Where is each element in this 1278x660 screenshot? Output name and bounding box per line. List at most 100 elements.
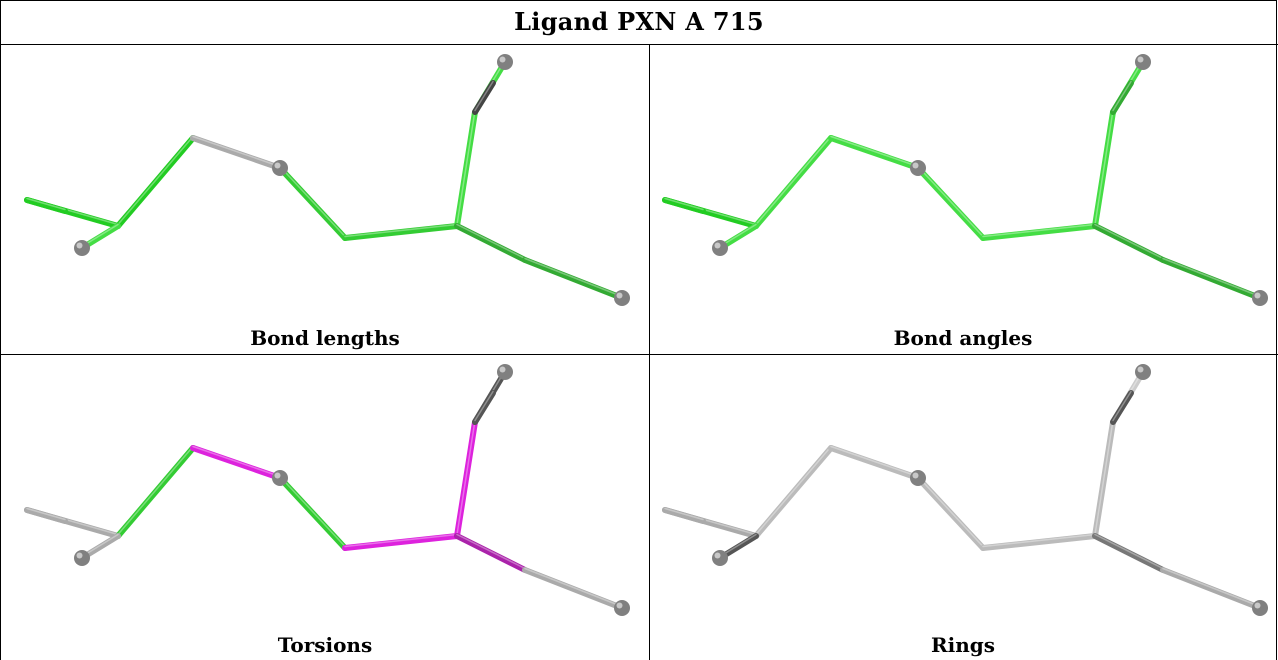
bond-4 <box>980 533 1098 551</box>
molecule-torsions-image <box>24 364 630 616</box>
bond-2 <box>190 445 283 481</box>
atom-shine-0 <box>499 56 506 63</box>
bond-highlight-3 <box>917 475 984 548</box>
bond-highlight-8 <box>1094 223 1164 260</box>
bond-highlight-8 <box>456 223 526 260</box>
atom-0 <box>1135 364 1151 380</box>
bond-11 <box>1110 390 1134 425</box>
bond-highlight-10 <box>26 197 66 211</box>
atom-shine-0 <box>1137 366 1144 373</box>
bond-1 <box>115 135 196 229</box>
atom-shine-3 <box>616 292 623 299</box>
bond-highlight-11 <box>1112 80 1132 112</box>
atom-shine-0 <box>1137 56 1144 63</box>
bond-highlight-8 <box>456 533 526 570</box>
bond-2 <box>190 135 283 171</box>
atom-shine-3 <box>616 602 623 609</box>
atom-1 <box>272 470 288 486</box>
bond-highlight-9 <box>524 257 623 298</box>
bond-highlight-3 <box>917 165 984 238</box>
bond-highlight-9 <box>1162 567 1261 608</box>
bond-1 <box>753 135 834 229</box>
atom-0 <box>497 364 513 380</box>
bond-highlight-1 <box>117 445 194 536</box>
bond-9 <box>522 257 625 301</box>
panel-torsions <box>5 358 645 658</box>
bond-9 <box>1160 567 1263 611</box>
bond-highlight-11 <box>474 390 494 422</box>
atom-shine-1 <box>912 472 919 479</box>
bond-highlight-4 <box>982 223 1096 238</box>
atom-2 <box>712 240 728 256</box>
bond-highlight-1 <box>755 135 832 226</box>
bond-3 <box>915 165 986 241</box>
bond-highlight-8 <box>1094 533 1164 570</box>
atom-1 <box>910 470 926 486</box>
bond-highlight-5 <box>456 419 476 536</box>
bond-highlight-3 <box>279 475 346 548</box>
bond-4 <box>342 533 460 551</box>
caption-bond-lengths: Bond lengths <box>250 326 400 350</box>
atom-0 <box>497 54 513 70</box>
bond-highlight-2 <box>192 135 281 168</box>
atom-1 <box>272 160 288 176</box>
atom-2 <box>74 240 90 256</box>
bond-highlight-11 <box>1112 390 1132 422</box>
bond-8 <box>454 223 528 263</box>
bond-10 <box>662 507 706 524</box>
ligand-title: Ligand PXN A 715 <box>0 0 1278 45</box>
bond-5 <box>1092 109 1116 229</box>
bond-1 <box>753 445 834 539</box>
molecule-rings-image <box>662 364 1268 616</box>
bond-5 <box>1092 419 1116 539</box>
atom-0 <box>1135 54 1151 70</box>
bond-highlight-5 <box>1094 109 1114 226</box>
bond-5 <box>454 419 478 539</box>
bond-8 <box>1092 223 1166 263</box>
caption-torsions: Torsions <box>277 633 373 657</box>
atom-2 <box>712 550 728 566</box>
bond-highlight-2 <box>192 445 281 478</box>
bond-11 <box>472 390 496 425</box>
bond-10 <box>24 507 68 524</box>
bond-5 <box>454 109 478 229</box>
bond-1 <box>115 445 196 539</box>
molecule-bond-angles-image <box>662 54 1268 306</box>
bond-4 <box>342 223 460 241</box>
atom-shine-1 <box>912 162 919 169</box>
bond-11 <box>472 80 496 115</box>
bond-3 <box>277 165 348 241</box>
bond-highlight-2 <box>830 445 919 478</box>
bond-10 <box>662 197 706 214</box>
bond-3 <box>277 475 348 551</box>
panel-bond-lengths <box>5 48 645 348</box>
panel-bond-angles <box>643 48 1278 348</box>
bond-8 <box>454 533 528 573</box>
bond-11 <box>1110 80 1134 115</box>
atom-shine-1 <box>274 472 281 479</box>
bond-highlight-5 <box>456 109 476 226</box>
bond-highlight-11 <box>474 80 494 112</box>
atom-shine-2 <box>714 242 721 249</box>
molecule-bond-lengths-image <box>24 54 630 306</box>
atom-3 <box>1252 290 1268 306</box>
bond-highlight-10 <box>26 507 66 521</box>
atom-3 <box>1252 600 1268 616</box>
bond-highlight-1 <box>755 445 832 536</box>
atom-1 <box>910 160 926 176</box>
caption-bond-angles: Bond angles <box>893 326 1033 350</box>
bond-highlight-4 <box>982 533 1096 548</box>
bond-highlight-3 <box>279 165 346 238</box>
bond-highlight-5 <box>1094 419 1114 536</box>
bond-highlight-9 <box>524 567 623 608</box>
bond-highlight-4 <box>344 223 458 238</box>
bond-highlight-10 <box>664 507 704 521</box>
bond-highlight-1 <box>117 135 194 226</box>
atom-shine-2 <box>76 242 83 249</box>
atom-shine-3 <box>1254 602 1261 609</box>
bond-highlight-9 <box>1162 257 1261 298</box>
horizontal-divider <box>0 354 1278 355</box>
bond-9 <box>1160 257 1263 301</box>
atom-shine-1 <box>274 162 281 169</box>
atom-shine-2 <box>76 552 83 559</box>
